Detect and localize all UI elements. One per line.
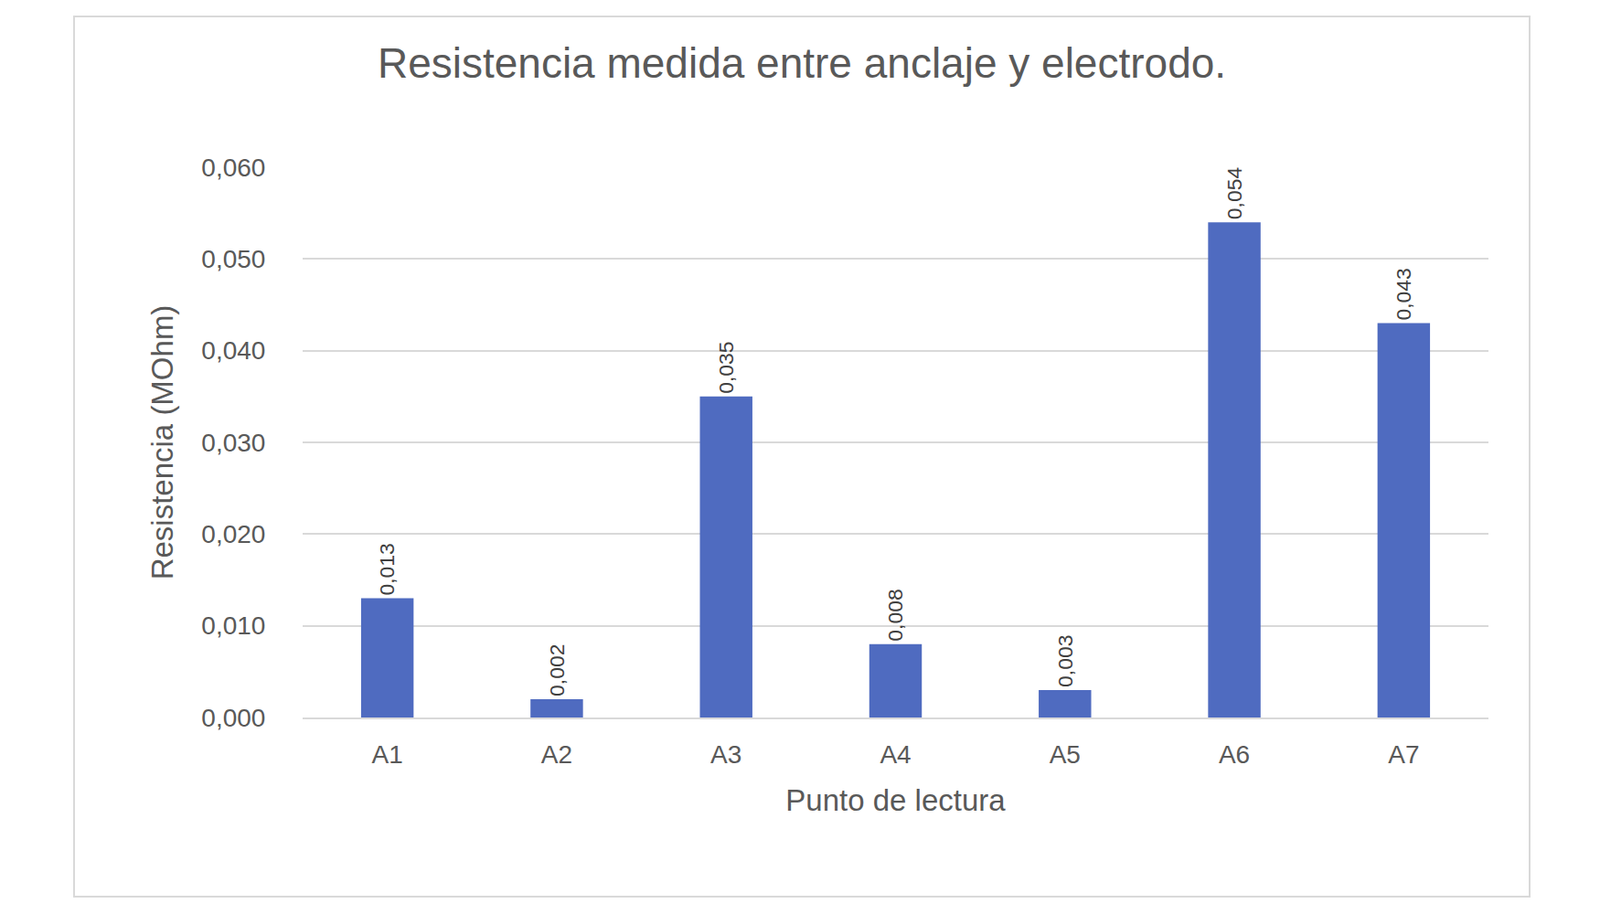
svg-text:A3: A3 (710, 740, 742, 769)
svg-text:Resistencia medida entre ancla: Resistencia medida entre anclaje y elect… (377, 39, 1227, 87)
svg-text:0,040: 0,040 (201, 336, 266, 365)
svg-text:Resistencia (MOhm): Resistencia (MOhm) (145, 305, 180, 581)
svg-text:0,020: 0,020 (201, 520, 266, 549)
svg-text:0,008: 0,008 (883, 588, 907, 641)
svg-text:0,035: 0,035 (714, 341, 738, 394)
svg-text:0,013: 0,013 (374, 543, 399, 596)
svg-text:A2: A2 (541, 740, 573, 769)
svg-text:A1: A1 (372, 740, 404, 769)
svg-text:0,050: 0,050 (201, 245, 266, 274)
svg-text:0,000: 0,000 (201, 704, 266, 733)
svg-text:A4: A4 (879, 740, 911, 769)
svg-text:0,003: 0,003 (1053, 634, 1078, 687)
svg-text:Punto de lectura: Punto de lectura (785, 783, 1006, 818)
svg-text:0,030: 0,030 (201, 428, 266, 458)
svg-text:0,054: 0,054 (1222, 167, 1247, 221)
svg-text:A7: A7 (1387, 740, 1419, 769)
svg-text:0,002: 0,002 (544, 644, 569, 697)
svg-text:A5: A5 (1049, 740, 1081, 769)
svg-text:0,060: 0,060 (201, 153, 266, 182)
svg-text:A6: A6 (1218, 740, 1250, 769)
svg-text:0,043: 0,043 (1391, 267, 1416, 320)
svg-text:0,010: 0,010 (201, 611, 266, 640)
